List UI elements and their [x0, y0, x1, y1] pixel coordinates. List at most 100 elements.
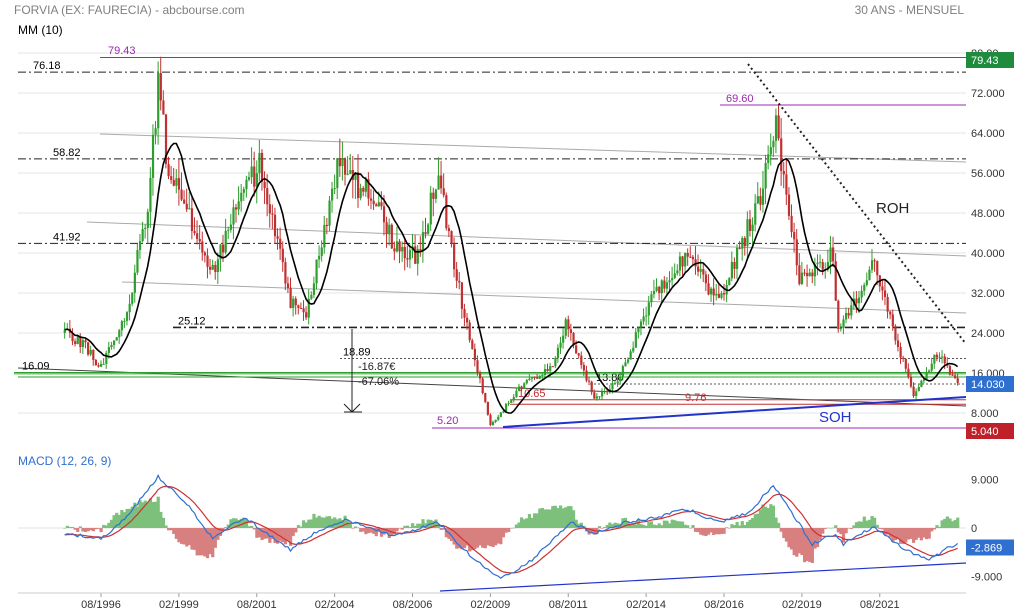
- macd-histogram-bar: [229, 519, 233, 528]
- candle-body: [183, 199, 186, 204]
- candle-body: [507, 402, 510, 404]
- macd-histogram-bar: [154, 501, 158, 528]
- macd-histogram-bar: [138, 500, 142, 528]
- candle-body: [323, 224, 326, 248]
- ma-legend: MM (10): [18, 23, 63, 37]
- candle-body: [131, 292, 134, 304]
- macd-histogram-bar: [948, 518, 952, 528]
- atl-label: 5.20: [437, 415, 458, 427]
- macd-histogram-bar: [494, 528, 498, 546]
- roh-line: [747, 63, 967, 345]
- candle-body: [956, 378, 959, 383]
- x-tick-label: 08/2001: [237, 599, 277, 611]
- macd-histogram-bar: [112, 515, 116, 528]
- macd-histogram-bar: [870, 516, 874, 528]
- candle-body: [920, 380, 923, 387]
- macd-histogram-bar: [556, 508, 560, 528]
- macd-histogram-bar: [488, 528, 493, 547]
- candle-body: [743, 237, 746, 247]
- candle-body: [349, 170, 352, 174]
- candle-body: [369, 198, 373, 201]
- candle-body: [432, 192, 435, 199]
- candle-body: [234, 207, 238, 210]
- macd-histogram-bar: [359, 528, 363, 532]
- candle-body: [808, 272, 811, 277]
- candle-body: [190, 208, 194, 232]
- macd-histogram-bar: [701, 528, 705, 536]
- ath-label: 79.43: [108, 45, 136, 57]
- macd-histogram-bar: [667, 523, 672, 528]
- ma-line: [64, 142, 959, 414]
- macd-histogram-bar: [935, 525, 939, 528]
- macd-histogram-bar: [281, 528, 285, 543]
- macd-histogram-bar: [312, 513, 316, 528]
- candle-body: [94, 359, 98, 366]
- candle-body: [863, 284, 866, 291]
- macd-histogram-bar: [564, 507, 568, 528]
- macd-histogram-bar: [283, 528, 288, 545]
- macd-histogram-bar: [644, 525, 648, 528]
- macd-histogram-bar: [636, 519, 641, 528]
- candle-body: [206, 255, 209, 267]
- candle-body: [811, 272, 814, 277]
- candle-body: [772, 140, 775, 148]
- macd-histogram-bar: [73, 528, 77, 530]
- candle-body: [395, 241, 399, 252]
- candle-body: [294, 298, 297, 306]
- candle-body: [915, 391, 918, 397]
- macd-histogram-bar: [148, 498, 153, 528]
- macd-histogram-bar: [862, 516, 866, 528]
- candle-body: [935, 354, 939, 358]
- macd-histogram-bar: [172, 528, 176, 535]
- candle-body: [491, 421, 495, 425]
- candle-body: [408, 250, 412, 260]
- candle-body: [450, 231, 453, 245]
- macd-histogram-bar: [530, 517, 534, 528]
- macd-histogram-bar: [278, 528, 282, 541]
- candle-body: [567, 319, 570, 330]
- candle-body: [697, 266, 700, 272]
- candle-body: [170, 176, 173, 180]
- macd-histogram-bar: [642, 524, 646, 528]
- candle-body: [76, 336, 79, 344]
- macd-histogram-bar: [385, 528, 389, 534]
- candle-body: [434, 189, 438, 199]
- candle-body: [367, 179, 370, 199]
- level-label: 58.82: [53, 147, 81, 159]
- badge-high-bg: [966, 52, 1014, 68]
- candle-body: [414, 246, 417, 264]
- candle-body: [421, 232, 425, 251]
- candle-body: [289, 287, 292, 309]
- macd-histogram-bar: [686, 525, 690, 528]
- badge-macd-bg: [966, 539, 1014, 556]
- candle-body: [416, 249, 419, 264]
- macd-histogram-bar: [244, 519, 249, 528]
- macd-histogram-bar: [351, 528, 355, 529]
- candle-body: [819, 262, 822, 264]
- macd-histogram-bar: [320, 517, 324, 528]
- candle-body: [517, 386, 521, 391]
- candle-body: [476, 360, 479, 373]
- period-label: 30 ANS - MENSUEL: [854, 3, 964, 17]
- candle-body: [112, 340, 116, 346]
- macd-histogram-bar: [167, 528, 171, 531]
- macd-histogram-bar: [709, 528, 713, 533]
- candle-body: [429, 192, 432, 225]
- macd-histogram-bar: [504, 528, 508, 533]
- macd-histogram-bar: [330, 518, 334, 528]
- candle-body: [756, 196, 759, 204]
- macd-histogram-bar: [522, 519, 526, 528]
- candle-body: [665, 282, 669, 289]
- candle-body: [164, 114, 168, 165]
- candle-body: [813, 264, 817, 277]
- candle-body: [253, 166, 256, 187]
- candle-body: [380, 202, 383, 207]
- macd-histogram-bar: [764, 506, 768, 528]
- candle-body: [102, 363, 105, 365]
- macd-histogram-bar: [327, 516, 332, 528]
- macd-histogram-bar: [411, 523, 415, 528]
- candle-body: [673, 273, 676, 279]
- candle-body: [782, 171, 785, 175]
- candle-body: [585, 370, 588, 381]
- candle-body: [536, 377, 539, 379]
